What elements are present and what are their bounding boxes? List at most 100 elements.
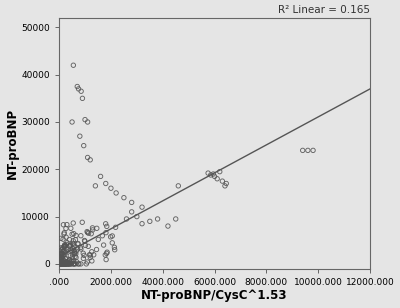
Point xyxy=(172,217,179,221)
Point xyxy=(68,259,74,264)
Point xyxy=(109,240,116,245)
Point xyxy=(56,261,63,266)
Point xyxy=(63,235,69,240)
Point xyxy=(66,259,72,264)
Point xyxy=(68,248,74,253)
Point xyxy=(222,183,228,188)
Point xyxy=(72,254,78,259)
Point xyxy=(75,242,81,247)
Point xyxy=(102,181,109,186)
Point xyxy=(63,261,69,266)
Point xyxy=(70,242,77,247)
Point xyxy=(60,249,66,254)
Point xyxy=(82,243,89,248)
Point xyxy=(75,241,81,246)
Point xyxy=(59,247,65,252)
Point xyxy=(63,260,69,265)
Point xyxy=(66,261,72,266)
Point xyxy=(223,181,230,186)
Point xyxy=(84,230,91,235)
Point xyxy=(111,245,118,250)
Point xyxy=(208,172,214,177)
Point xyxy=(68,249,75,253)
Point xyxy=(61,245,67,250)
Point xyxy=(97,174,104,179)
Point xyxy=(66,244,72,249)
Point xyxy=(58,261,64,266)
Point xyxy=(62,261,68,266)
Point xyxy=(79,220,86,225)
Point xyxy=(113,190,119,195)
Point xyxy=(60,237,66,242)
Point xyxy=(68,261,74,266)
Point xyxy=(83,261,90,266)
Point xyxy=(86,252,93,257)
Point xyxy=(93,247,100,252)
Point xyxy=(128,209,135,214)
Point xyxy=(56,257,63,262)
Point xyxy=(62,261,68,266)
Point xyxy=(68,243,74,248)
Point xyxy=(103,230,109,235)
Point xyxy=(112,247,118,252)
Point xyxy=(74,84,80,89)
Point xyxy=(68,226,74,231)
Point xyxy=(64,261,70,266)
Point xyxy=(71,244,77,249)
Point xyxy=(60,261,66,266)
Point xyxy=(74,259,80,264)
Point xyxy=(66,261,72,265)
Point xyxy=(109,233,116,238)
Point xyxy=(64,247,70,252)
Point xyxy=(60,261,66,266)
Point xyxy=(72,237,79,242)
Point xyxy=(79,96,86,101)
Point xyxy=(75,87,82,91)
Point xyxy=(60,222,67,227)
Point xyxy=(66,261,72,266)
Point xyxy=(62,261,68,266)
Point xyxy=(63,250,69,255)
Point xyxy=(61,230,68,235)
Point xyxy=(58,259,65,264)
Point xyxy=(61,260,68,265)
Point xyxy=(61,253,67,257)
Point xyxy=(60,253,67,258)
Point xyxy=(57,253,64,258)
Point xyxy=(58,236,64,241)
Point xyxy=(139,205,145,210)
Y-axis label: NT-proBNP: NT-proBNP xyxy=(6,108,18,179)
Point xyxy=(56,249,63,253)
Point xyxy=(78,233,84,238)
Point xyxy=(59,261,66,266)
Point xyxy=(108,186,114,191)
Point xyxy=(59,251,65,256)
Point xyxy=(69,120,75,124)
Point xyxy=(211,174,218,179)
Point xyxy=(60,261,66,266)
Point xyxy=(76,261,82,266)
Point xyxy=(62,242,68,247)
Point xyxy=(70,261,77,266)
Point xyxy=(154,217,161,221)
Point xyxy=(71,261,78,266)
Point xyxy=(216,169,223,174)
Point xyxy=(72,261,79,266)
Point xyxy=(82,117,88,122)
Point xyxy=(82,239,88,244)
Point xyxy=(57,257,64,262)
Point xyxy=(70,259,76,264)
Point xyxy=(214,176,220,181)
Point xyxy=(57,256,64,261)
Point xyxy=(66,261,72,266)
Point xyxy=(59,261,66,266)
Point xyxy=(87,253,94,257)
Point xyxy=(102,221,109,226)
Point xyxy=(66,257,73,262)
Point xyxy=(59,252,65,257)
Point xyxy=(205,171,211,176)
Point xyxy=(58,251,64,256)
Point xyxy=(70,63,76,68)
Point xyxy=(63,259,69,264)
Point xyxy=(61,261,67,266)
